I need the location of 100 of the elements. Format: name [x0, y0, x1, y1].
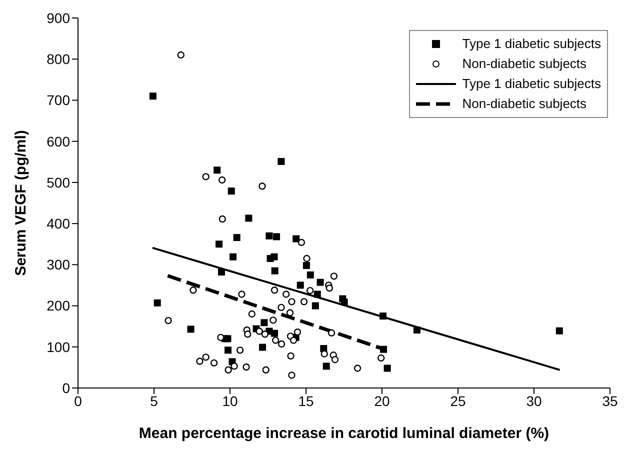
legend-label: Type 1 diabetic subjects: [462, 35, 601, 53]
point: [273, 233, 280, 240]
x-tick-label: 0: [74, 392, 82, 409]
point: [261, 330, 269, 338]
x-axis-title: Mean percentage increase in carotid luminal diameter (%): [138, 425, 550, 442]
point: [256, 328, 263, 335]
point: [377, 354, 385, 362]
point: [228, 188, 235, 195]
point: [248, 310, 256, 318]
legend-label: Type 1 diabetic subjects: [462, 75, 601, 93]
point: [190, 286, 197, 294]
x-tick-label: 10: [222, 392, 238, 409]
y-tick-label: 700: [46, 92, 70, 108]
point: [306, 271, 314, 278]
x-tick-label: 5: [150, 392, 158, 409]
point: [314, 290, 321, 298]
point: [244, 330, 252, 338]
point: [292, 235, 300, 242]
point: [270, 286, 278, 294]
point: [340, 298, 348, 306]
point: [218, 176, 226, 184]
x-tick-label: 15: [298, 392, 314, 409]
point: [330, 272, 338, 280]
point: [236, 346, 244, 354]
point: [287, 352, 294, 360]
point: [218, 268, 225, 276]
point: [331, 356, 339, 364]
point: [259, 344, 266, 351]
point: [288, 372, 296, 379]
point: [322, 362, 330, 370]
point: [303, 254, 310, 262]
point: [202, 173, 210, 180]
point: [238, 290, 246, 298]
point: [312, 302, 319, 310]
point: [270, 253, 278, 260]
point: [413, 326, 420, 334]
point: [230, 362, 238, 370]
point: [306, 286, 314, 294]
point: [233, 234, 240, 242]
point: [326, 284, 334, 292]
point: [218, 215, 226, 223]
point: [266, 232, 273, 240]
point: [216, 240, 223, 248]
point: [270, 316, 277, 324]
point: [278, 158, 285, 165]
point: [187, 326, 194, 333]
y-tick-label: 100: [46, 338, 70, 355]
y-axis-title: Serum VEGF (pg/ml): [12, 130, 30, 276]
y-tick-label: 400: [46, 216, 70, 232]
y-tick-label: 600: [46, 133, 70, 150]
point: [556, 327, 563, 334]
legend-label: Non-diabetic subjects: [462, 55, 587, 73]
point: [258, 182, 266, 190]
point: [224, 366, 232, 374]
point: [298, 238, 306, 246]
point: [224, 346, 232, 354]
point: [154, 299, 161, 306]
point: [290, 336, 298, 344]
point: [272, 336, 280, 344]
point: [316, 278, 324, 286]
point: [262, 366, 270, 374]
point: [245, 214, 252, 222]
point: [210, 359, 218, 367]
point: [217, 334, 224, 342]
point: [278, 340, 286, 348]
point: [202, 354, 210, 361]
point: [278, 304, 285, 312]
y-tick-label: 800: [46, 51, 70, 68]
y-tick-label: 300: [46, 256, 70, 273]
point: [380, 346, 388, 353]
point: [300, 298, 308, 306]
legend-label: Non-diabetic subjects: [462, 95, 587, 113]
y-tick-label: 500: [46, 174, 70, 190]
point: [149, 92, 156, 100]
y-tick-label: 200: [46, 298, 70, 314]
point: [271, 267, 278, 274]
point: [282, 290, 290, 298]
point: [196, 358, 204, 365]
y-tick-label: 900: [46, 10, 70, 26]
point: [328, 329, 336, 337]
x-tick-label: 25: [450, 392, 466, 409]
point: [214, 166, 221, 174]
point: [288, 298, 296, 306]
point: [242, 363, 250, 371]
point: [286, 309, 294, 316]
point: [177, 51, 185, 59]
point: [260, 319, 268, 326]
point: [224, 335, 232, 342]
y-tick-label: 0: [62, 380, 70, 396]
point: [230, 253, 237, 260]
x-tick-label: 30: [526, 392, 542, 409]
point: [380, 312, 387, 320]
point: [384, 364, 391, 372]
point: [164, 316, 172, 324]
point: [354, 364, 362, 372]
x-tick-label: 20: [374, 392, 390, 409]
x-tick-label: 35: [602, 392, 618, 409]
point: [302, 262, 310, 269]
point: [296, 282, 304, 289]
point: [294, 328, 302, 336]
